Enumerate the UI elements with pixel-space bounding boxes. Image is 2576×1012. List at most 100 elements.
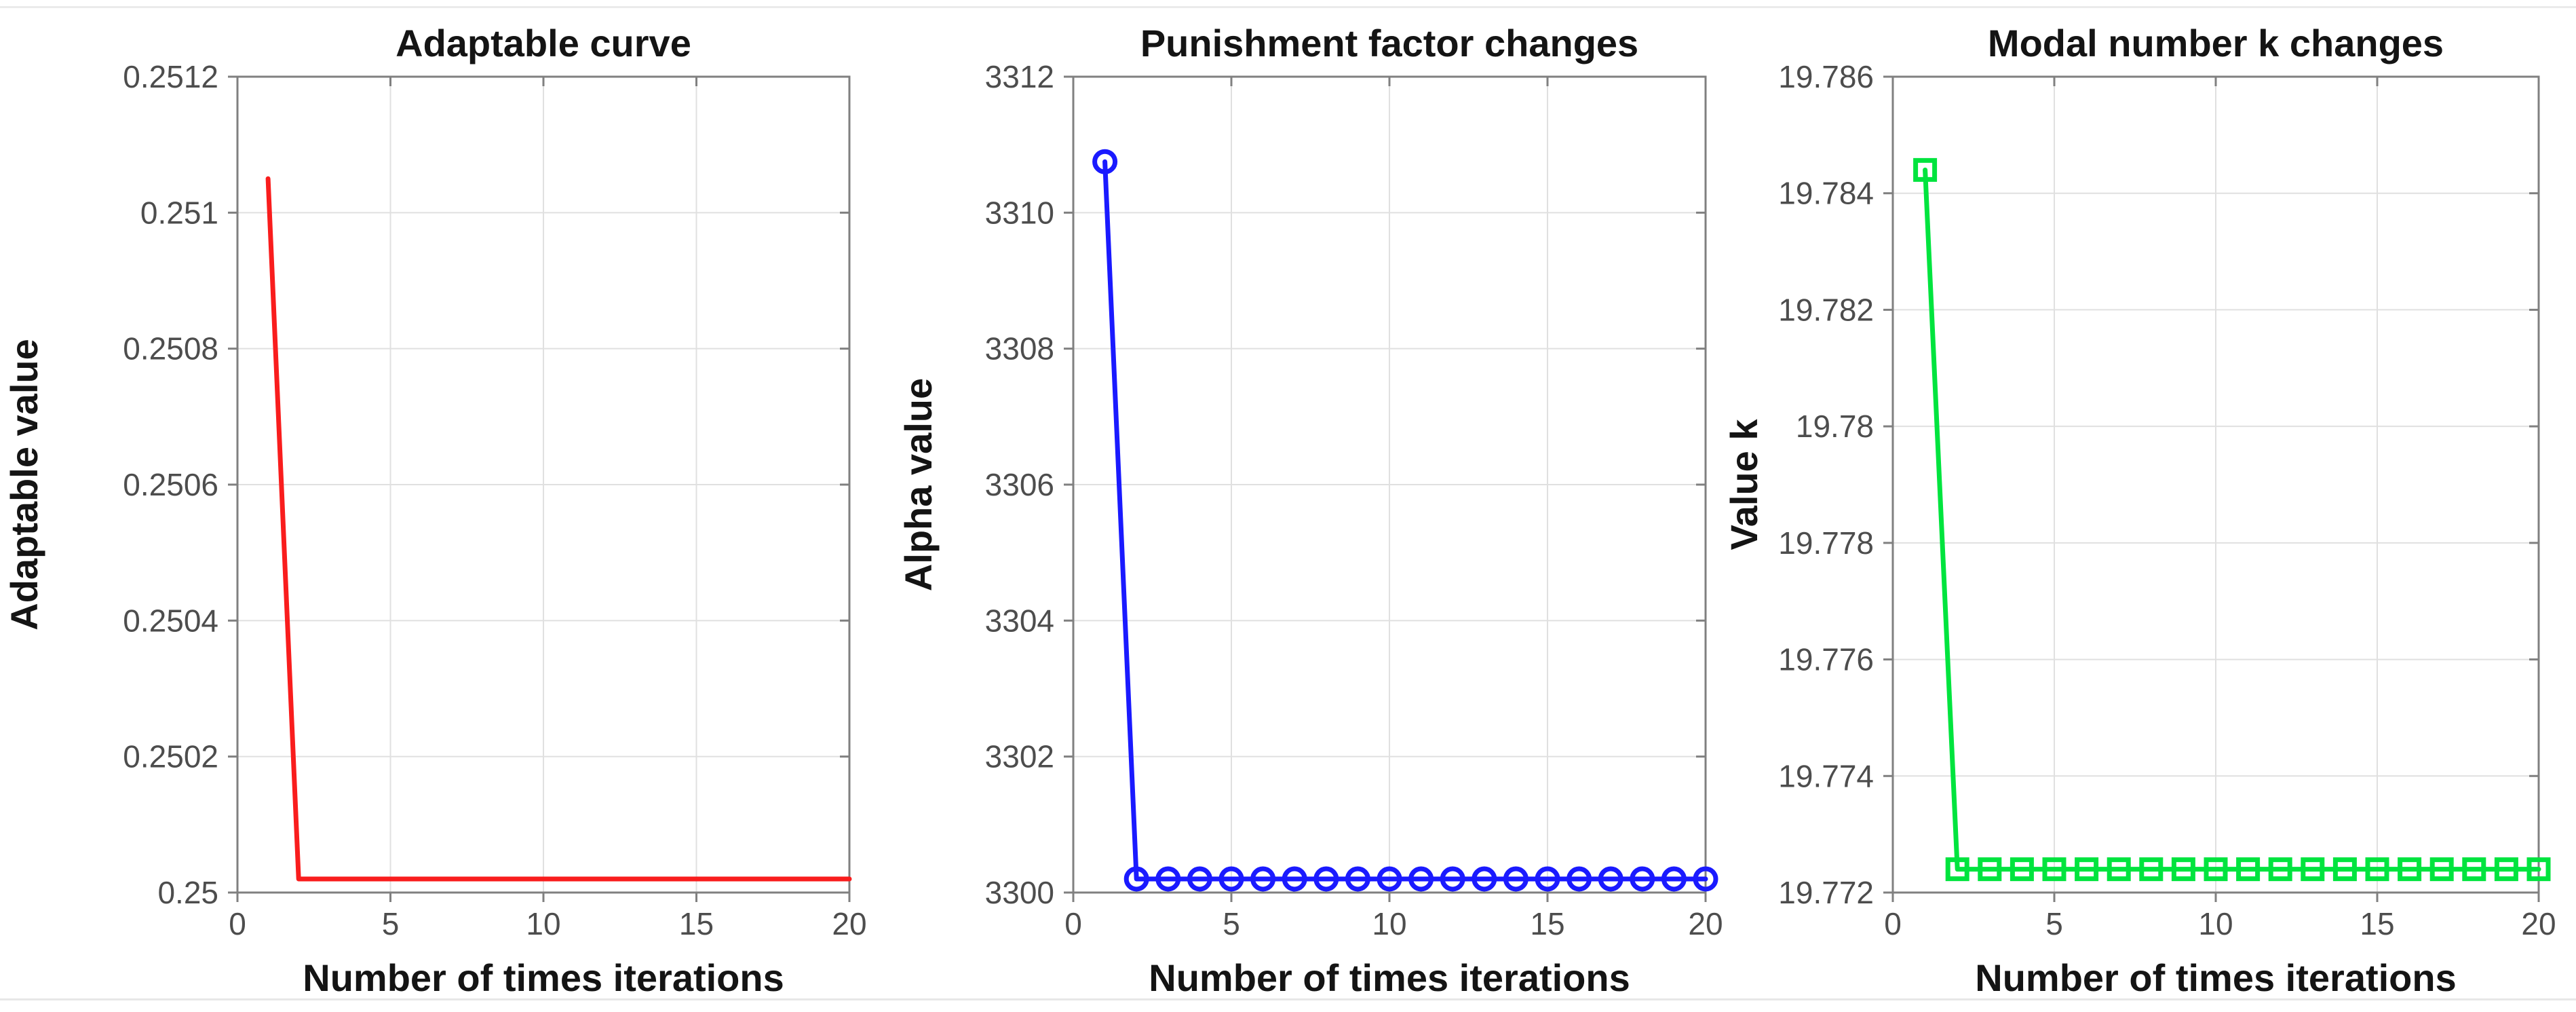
circle-marker (1187, 866, 1212, 892)
gridlines (1893, 77, 2539, 893)
square-marker (2171, 857, 2195, 882)
y-tick-label: 3312 (985, 59, 1054, 94)
square-marker (2526, 857, 2551, 882)
subplot-title: Punishment factor changes (1140, 22, 1638, 64)
y-tick-label: 3306 (985, 467, 1054, 502)
subplot-title: Modal number k changes (1988, 22, 2444, 64)
x-tick-label: 20 (832, 906, 866, 941)
square-marker (2332, 857, 2357, 882)
square-marker (2139, 857, 2164, 882)
circle-marker (1123, 866, 1149, 892)
gridlines (1073, 77, 1706, 893)
gridlines (237, 77, 849, 893)
alpha-value-markers (1092, 149, 1718, 892)
circle-marker (1661, 866, 1687, 892)
circle-marker (1282, 866, 1307, 892)
y-tick-label: 0.2504 (123, 603, 218, 638)
x-tick-label: 5 (1223, 906, 1240, 941)
square-marker (2204, 857, 2228, 882)
x-axis-label: Number of times iterations (303, 956, 784, 999)
page-bottom-border (0, 998, 2576, 1000)
y-tick-label: 19.772 (1778, 875, 1874, 910)
square-marker (2010, 857, 2034, 882)
x-tick-label: 15 (2360, 906, 2394, 941)
y-axis-label: Adaptable value (3, 339, 45, 630)
value-k-series-line (1923, 167, 2541, 872)
circle-marker (1693, 866, 1718, 892)
circle-marker (1566, 866, 1592, 892)
circle-marker (1345, 866, 1370, 892)
circle-marker (1598, 866, 1623, 892)
y-tick-label: 0.2512 (123, 59, 218, 94)
y-axis-label: Alpha value (897, 378, 940, 591)
circle-marker (1408, 866, 1434, 892)
x-axis-label: Number of times iterations (1149, 956, 1630, 999)
x-tick-label: 0 (229, 906, 246, 941)
square-marker (2462, 857, 2486, 882)
tick-marks (1883, 75, 2540, 902)
square-marker (2075, 857, 2099, 882)
x-tick-label: 5 (2045, 906, 2063, 941)
circle-marker (1092, 149, 1118, 174)
value-k-markers (1913, 157, 2551, 882)
y-tick-label: 3300 (985, 875, 1054, 910)
circle-marker (1313, 866, 1339, 892)
x-tick-label: 15 (679, 906, 714, 941)
circle-marker (1377, 866, 1402, 892)
alpha-value-series-line (1102, 159, 1708, 882)
y-axis-label: Value k (1723, 419, 1765, 550)
subplot-punishment-factor-changes: 0 5 10 15 20 3300 3302 3304 3306 3308 3310 3312 Puni… (897, 22, 1723, 999)
y-tick-label: 3302 (985, 739, 1054, 774)
square-marker (2429, 857, 2454, 882)
square-marker (2107, 857, 2131, 882)
y-tick-label: 19.786 (1778, 59, 1874, 94)
x-axis-label: Number of times iterations (1975, 956, 2456, 999)
x-tick-label: 10 (526, 906, 560, 941)
subplot-modal-number-k-changes: 0 5 10 15 20 19.772 19.774 19.776 19.778 19.78 19.… (1723, 22, 2556, 999)
y-tick-label: 0.2506 (123, 467, 218, 502)
subplot-adaptable-curve: 0 5 10 15 20 0.25 0.2502 0.2504 0.2506 0.2508 0.25… (3, 22, 867, 999)
x-tick-label: 10 (1372, 906, 1406, 941)
circle-marker (1503, 866, 1529, 892)
x-tick-label: 0 (1884, 906, 1902, 941)
y-tick-label: 19.778 (1778, 525, 1874, 561)
square-marker (2268, 857, 2292, 882)
y-tick-label: 0.2508 (123, 331, 218, 367)
subplot-title: Adaptable curve (396, 22, 691, 64)
square-marker (1945, 857, 1969, 882)
tick-marks (228, 75, 851, 902)
circle-marker (1155, 866, 1181, 892)
x-tick-label: 15 (1530, 906, 1564, 941)
square-marker (2301, 857, 2325, 882)
x-tick-label: 20 (2521, 906, 2556, 941)
circle-marker (1535, 866, 1560, 892)
square-marker (2494, 857, 2518, 882)
y-tick-label: 0.25 (157, 875, 218, 910)
circle-marker (1440, 866, 1465, 892)
circle-marker (1630, 866, 1655, 892)
x-tick-label: 20 (1688, 906, 1723, 941)
x-tick-label: 0 (1064, 906, 1082, 941)
y-tick-label: 3304 (985, 603, 1054, 638)
y-tick-label: 19.782 (1778, 292, 1874, 327)
tick-marks (1064, 75, 1707, 902)
page-top-border (0, 6, 2576, 8)
y-tick-label: 0.251 (140, 195, 218, 230)
square-marker (2365, 857, 2389, 882)
square-marker (1978, 857, 2002, 882)
circle-marker (1472, 866, 1497, 892)
square-marker (2042, 857, 2066, 882)
square-marker (1913, 157, 1938, 182)
y-tick-label: 19.78 (1796, 409, 1874, 444)
circle-marker (1218, 866, 1244, 892)
circle-marker (1250, 866, 1276, 892)
y-tick-label: 19.776 (1778, 642, 1874, 677)
adaptable-value-series-line (265, 176, 852, 882)
y-tick-label: 19.774 (1778, 758, 1874, 793)
square-marker (2236, 857, 2261, 882)
x-tick-label: 10 (2198, 906, 2233, 941)
y-tick-label: 3308 (985, 331, 1054, 367)
y-tick-label: 19.784 (1778, 176, 1874, 211)
